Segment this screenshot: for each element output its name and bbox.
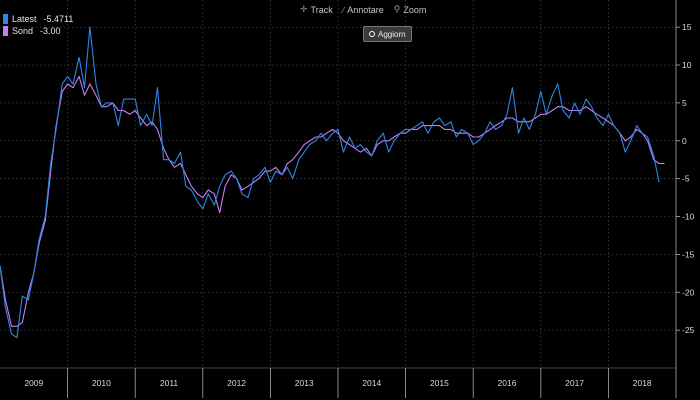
track-tool[interactable]: ✛ Track bbox=[300, 4, 333, 15]
legend-value-sond: -3.00 bbox=[40, 26, 61, 36]
track-label: Track bbox=[310, 4, 333, 15]
legend: Latest -5.4711 Sond -3.00 bbox=[3, 13, 73, 37]
x-tick-label: 2009 bbox=[24, 378, 43, 388]
x-tick-label: 2013 bbox=[295, 378, 314, 388]
pencil-icon: ∕ bbox=[342, 4, 345, 15]
refresh-button[interactable]: Aggiorn bbox=[363, 26, 412, 42]
legend-item-sond[interactable]: Sond -3.00 bbox=[3, 25, 73, 37]
series-line-latest bbox=[0, 26, 660, 339]
chart-toolbar: ✛ Track ∕ Annotare ⚲ Zoom bbox=[300, 4, 426, 15]
annotate-label: Annotare bbox=[347, 4, 384, 15]
y-tick-label: -25 bbox=[682, 325, 695, 335]
y-tick-label: 5 bbox=[682, 98, 687, 108]
y-axis: 15 10 5 0 -5 -10 -15 -20 -25 bbox=[675, 0, 695, 398]
y-tick-label: -15 bbox=[682, 249, 695, 259]
legend-label-latest: Latest bbox=[12, 14, 37, 24]
y-tick-label: 0 bbox=[682, 136, 687, 146]
y-tick-label: -10 bbox=[682, 212, 695, 222]
legend-value-latest: -5.4711 bbox=[43, 14, 74, 24]
legend-item-latest[interactable]: Latest -5.4711 bbox=[3, 13, 73, 25]
legend-label-sond: Sond bbox=[12, 26, 34, 36]
refresh-icon bbox=[369, 31, 375, 37]
x-tick-label: 2010 bbox=[92, 378, 111, 388]
y-tick-label: -20 bbox=[682, 287, 695, 297]
x-tick-label: 2016 bbox=[498, 378, 517, 388]
y-tick-label: -5 bbox=[682, 174, 690, 184]
x-tick-label: 2014 bbox=[362, 378, 381, 388]
y-tick-label: 15 bbox=[682, 22, 692, 32]
x-tick-label: 2018 bbox=[633, 378, 652, 388]
x-tick-label: 2011 bbox=[160, 378, 179, 388]
zoom-label: Zoom bbox=[403, 4, 427, 15]
x-tick-label: 2015 bbox=[430, 378, 449, 388]
zoom-tool[interactable]: ⚲ Zoom bbox=[394, 4, 427, 15]
x-tick-label: 2012 bbox=[227, 378, 246, 388]
x-axis: 2009 2010 2011 2012 2013 2014 2015 2016 2017 2018 bbox=[0, 367, 676, 398]
series-line-sond bbox=[0, 75, 665, 327]
crosshair-icon: ✛ bbox=[300, 4, 308, 14]
grid-lines bbox=[0, 0, 676, 368]
y-tick-label: 10 bbox=[682, 60, 692, 70]
magnifier-icon: ⚲ bbox=[393, 4, 401, 14]
refresh-label: Aggiorn bbox=[378, 29, 406, 39]
legend-swatch-latest bbox=[3, 14, 8, 24]
annotate-tool[interactable]: ∕ Annotare bbox=[343, 4, 384, 15]
x-tick-label: 2017 bbox=[565, 378, 584, 388]
legend-swatch-sond bbox=[3, 26, 8, 36]
series-lines bbox=[0, 26, 665, 339]
